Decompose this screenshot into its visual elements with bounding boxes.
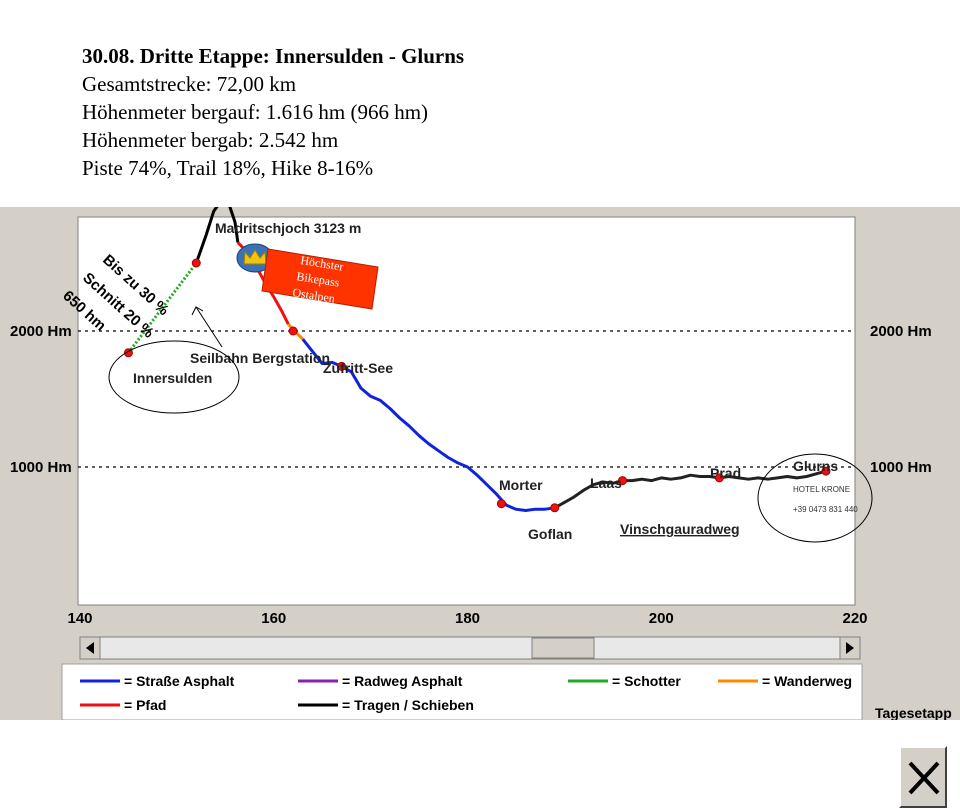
stop-markers: Innersulden Madritschjoch 3123 m Seilbahn … — [123, 220, 838, 542]
badge-line3: Ostalpen — [292, 285, 336, 306]
stop-marker-1 — [191, 258, 201, 268]
stop-marker-6 — [550, 503, 560, 513]
legend-label-4: = Pfad — [124, 697, 166, 713]
plot-background — [77, 216, 856, 606]
x-tick-220: 220 — [842, 610, 867, 627]
x-tick-140: 140 — [67, 610, 92, 627]
stop-label-zufritt-see: Zufritt-See — [323, 360, 393, 376]
series-line-7 — [553, 469, 827, 510]
y-tick-right-1000: 1000 Hm — [870, 459, 932, 476]
scroll-left-icon — [86, 642, 94, 654]
legend-label-5: = Tragen / Schieben — [342, 697, 474, 713]
y-tick-right-2000: 2000 Hm — [870, 323, 932, 340]
stage-title: 30.08. Dritte Etappe: Innersulden - Glur… — [82, 44, 465, 68]
elevation-down: Höhenmeter bergab: 2.542 hm — [82, 128, 339, 152]
series-line-0 — [127, 262, 198, 354]
stop-label-prad: Prad — [710, 465, 741, 481]
glurns-circle — [757, 453, 873, 543]
series-line-1 — [194, 207, 240, 264]
legend-label-2: = Schotter — [612, 673, 681, 689]
innersulden-circle — [108, 340, 240, 414]
surface-share: Piste 74%, Trail 18%, Hike 8-16% — [82, 156, 374, 180]
pointer-arrowhead — [191, 306, 204, 316]
stop-marker-9 — [821, 466, 831, 476]
y-tick-left-1000: 1000 Hm — [10, 459, 72, 476]
legend: = Straße Asphalt = Radweg Asphalt = Schott… — [61, 663, 952, 720]
close-icon — [908, 761, 940, 795]
stop-label-madritschjoch: Madritschjoch 3123 m — [215, 220, 361, 236]
stop-label-morter: Morter — [499, 477, 543, 493]
stop-label-glurns: Glurns — [793, 458, 838, 474]
header: 30.08. Dritte Etappe: Innersulden - Glur… — [82, 42, 464, 182]
legend-label-3: = Wanderweg — [762, 673, 852, 689]
stop-label-innersulden: Innersulden — [133, 370, 212, 386]
x-tick-180: 180 — [455, 610, 480, 627]
x-tick-200: 200 — [649, 610, 674, 627]
legend-box — [61, 663, 863, 720]
stop-marker-8 — [714, 473, 724, 483]
elevation-up: Höhenmeter bergauf: 1.616 hm (966 hm) — [82, 100, 429, 124]
plot-area — [77, 216, 856, 606]
elevation-chart: Innersulden Madritschjoch 3123 m Seilbahn … — [10, 207, 952, 720]
close-button[interactable] — [899, 746, 947, 808]
horizontal-scrollbar[interactable] — [79, 636, 861, 660]
legend-label-1: = Radweg Asphalt — [342, 673, 463, 689]
profile-panel: Innersulden Madritschjoch 3123 m Seilbahn … — [0, 207, 960, 808]
badge-line2: Bikepass — [296, 269, 341, 290]
badge-shape — [261, 248, 379, 310]
stop-label-seilbahn: Seilbahn Bergstation — [190, 350, 330, 366]
y-tick-left-2000: 2000 Hm — [10, 323, 72, 340]
footer-label: Tagesetapp — [875, 705, 952, 720]
pointer-arrow — [195, 306, 223, 348]
stop-marker-3 — [288, 326, 298, 336]
stop-marker-7 — [618, 476, 627, 486]
hotel-phone: +39 0473 831 440 — [793, 505, 858, 514]
scroll-right-icon — [846, 642, 854, 654]
badge-line1: Höchster — [300, 253, 345, 274]
cycleway-label: Vinschgauradweg — [620, 521, 740, 537]
stop-marker-5 — [496, 499, 506, 509]
stop-marker-4 — [337, 361, 347, 371]
stop-label-goflan: Goflan — [528, 526, 572, 542]
hotel-name: HOTEL KRONE — [793, 485, 850, 494]
scroll-thumb — [531, 637, 595, 659]
stop-label-laas: Laas — [590, 475, 622, 491]
legend-label-0: = Straße Asphalt — [124, 673, 235, 689]
scroll-track — [79, 636, 861, 660]
total-distance: Gesamtstrecke: 72,00 km — [82, 72, 297, 96]
x-tick-160: 160 — [261, 610, 286, 627]
